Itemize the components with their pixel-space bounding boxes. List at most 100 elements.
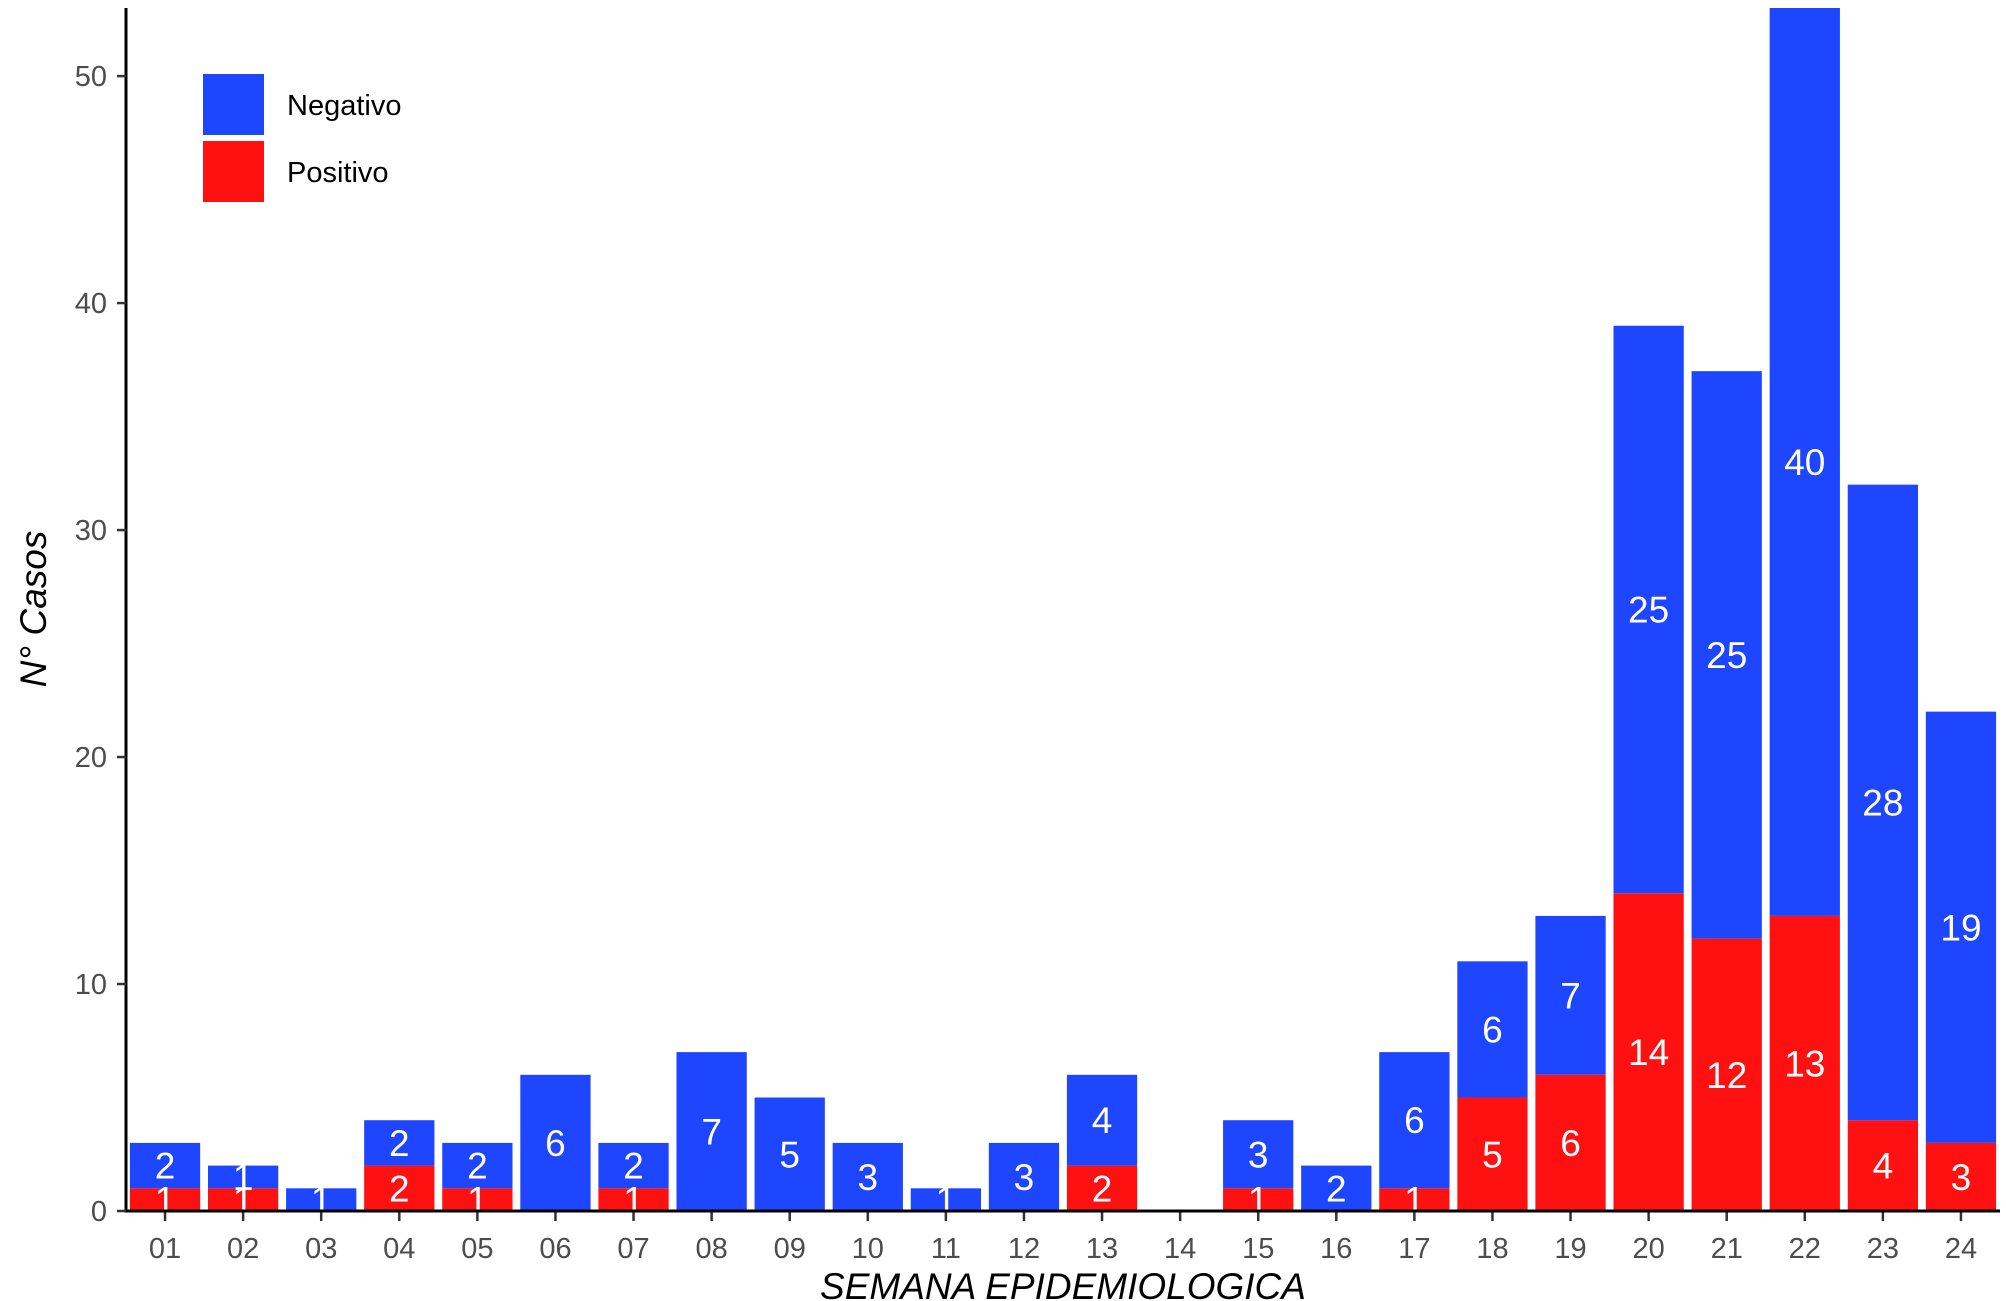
data-label-positivo-04: 2 [389, 1168, 410, 1209]
bar-negativo-23 [1847, 484, 1919, 1121]
bar-negativo-09 [754, 1097, 825, 1211]
bar-negativo-01 [129, 1142, 201, 1189]
y-tick-label: 0 [91, 1196, 107, 1228]
x-tick-label: 23 [1867, 1233, 1899, 1265]
data-label-negativo-17: 6 [1404, 1100, 1425, 1141]
bar-positivo-07 [598, 1188, 669, 1211]
y-tick-label: 50 [75, 61, 107, 93]
bar-negativo-04 [364, 1120, 435, 1166]
legend-key-negativo [203, 74, 264, 135]
x-tick-label: 12 [1008, 1233, 1040, 1265]
bar-negativo-15 [1223, 1120, 1294, 1189]
data-label-negativo-07: 2 [623, 1146, 644, 1187]
bar-positivo-05 [442, 1188, 513, 1211]
x-tick-label: 03 [305, 1233, 337, 1265]
x-tick-label: 14 [1164, 1233, 1196, 1265]
x-tick-label: 22 [1789, 1233, 1821, 1265]
data-label-positivo-18: 5 [1482, 1134, 1503, 1175]
bar-negativo-07 [598, 1142, 669, 1189]
data-label-negativo-18: 6 [1482, 1009, 1503, 1050]
legend-key-positivo [203, 141, 264, 202]
x-tick-label: 13 [1086, 1233, 1118, 1265]
bar-positivo-01 [129, 1188, 201, 1211]
bar-negativo-22 [1769, 8, 1840, 916]
bar-positivo-02 [207, 1188, 279, 1211]
data-label-negativo-02: 1 [233, 1157, 254, 1198]
bar-positivo-23 [1847, 1120, 1919, 1211]
data-label-positivo-22: 13 [1784, 1043, 1825, 1084]
data-label-negativo-19: 7 [1560, 975, 1581, 1016]
x-tick-label: 05 [461, 1233, 493, 1265]
bar-negativo-02 [207, 1165, 279, 1189]
x-tick-label: 01 [149, 1233, 181, 1265]
data-label-negativo-20: 25 [1628, 590, 1669, 631]
x-tick-label: 24 [1945, 1233, 1977, 1265]
x-tick-label: 07 [617, 1233, 649, 1265]
bar-negativo-08 [676, 1052, 747, 1211]
x-tick-label: 21 [1711, 1233, 1743, 1265]
y-tick-label: 20 [75, 742, 107, 774]
bar-positivo-20 [1613, 893, 1684, 1211]
bar-negativo-03 [286, 1188, 357, 1211]
bar-positivo-15 [1223, 1188, 1294, 1211]
bar-positivo-04 [364, 1165, 435, 1211]
data-label-negativo-15: 3 [1248, 1134, 1269, 1175]
bar-negativo-13 [1066, 1074, 1138, 1166]
bar-negativo-16 [1301, 1165, 1372, 1211]
data-label-negativo-16: 2 [1326, 1168, 1347, 1209]
bars-layer [129, 8, 1997, 1211]
legend: Negativo Positivo [203, 74, 401, 202]
bar-positivo-24 [1925, 1142, 1997, 1211]
y-tick-label: 30 [75, 515, 107, 547]
x-tick-label: 09 [774, 1233, 806, 1265]
data-label-negativo-08: 7 [701, 1112, 722, 1153]
bar-negativo-11 [910, 1188, 982, 1211]
x-tick-label: 06 [539, 1233, 571, 1265]
data-label-negativo-04: 2 [389, 1123, 410, 1164]
data-label-negativo-09: 5 [779, 1134, 800, 1175]
data-label-positivo-23: 4 [1873, 1146, 1894, 1187]
data-label-positivo-19: 6 [1560, 1123, 1581, 1164]
data-label-negativo-22: 40 [1784, 442, 1825, 483]
x-tick-label: 17 [1398, 1233, 1430, 1265]
legend-label-positivo: Positivo [287, 157, 389, 189]
data-label-negativo-23: 28 [1862, 782, 1903, 823]
bar-positivo-13 [1066, 1165, 1138, 1211]
bar-negativo-05 [442, 1142, 513, 1189]
x-tick-label: 10 [852, 1233, 884, 1265]
x-tick-label: 15 [1242, 1233, 1274, 1265]
data-label-positivo-21: 12 [1706, 1055, 1747, 1096]
bar-positivo-22 [1769, 915, 1840, 1211]
bar-negativo-24 [1925, 711, 1997, 1143]
legend-label-negativo: Negativo [287, 90, 401, 122]
data-label-negativo-12: 3 [1014, 1157, 1035, 1198]
x-axis-title: SEMANA EPIDEMIOLOGICA [820, 1266, 1306, 1301]
y-tick-label: 40 [75, 288, 107, 320]
bar-positivo-21 [1691, 938, 1762, 1211]
bar-negativo-21 [1691, 371, 1762, 939]
x-tick-label: 11 [931, 1233, 961, 1265]
bar-negativo-19 [1535, 915, 1606, 1075]
x-tick-label: 20 [1632, 1233, 1664, 1265]
x-tick-label: 02 [227, 1233, 259, 1265]
x-tick-label: 08 [695, 1233, 727, 1265]
data-label-negativo-13: 4 [1092, 1100, 1113, 1141]
bar-positivo-17 [1379, 1188, 1450, 1211]
x-tick-label: 18 [1476, 1233, 1508, 1265]
data-label-positivo-24: 3 [1951, 1157, 1972, 1198]
data-label-negativo-06: 6 [545, 1123, 566, 1164]
x-tick-label: 19 [1554, 1233, 1586, 1265]
x-tick-label: 16 [1320, 1233, 1352, 1265]
data-label-negativo-05: 2 [467, 1146, 488, 1187]
data-label-negativo-24: 19 [1940, 907, 1981, 948]
x-tick-label: 04 [383, 1233, 415, 1265]
bar-negativo-17 [1379, 1052, 1450, 1189]
data-label-negativo-01: 2 [155, 1146, 176, 1187]
bar-negativo-06 [520, 1074, 591, 1211]
bar-negativo-10 [832, 1142, 903, 1211]
bar-positivo-18 [1457, 1097, 1528, 1211]
data-label-positivo-13: 2 [1092, 1168, 1113, 1209]
data-label-positivo-20: 14 [1628, 1032, 1669, 1073]
data-label-negativo-21: 25 [1706, 635, 1747, 676]
